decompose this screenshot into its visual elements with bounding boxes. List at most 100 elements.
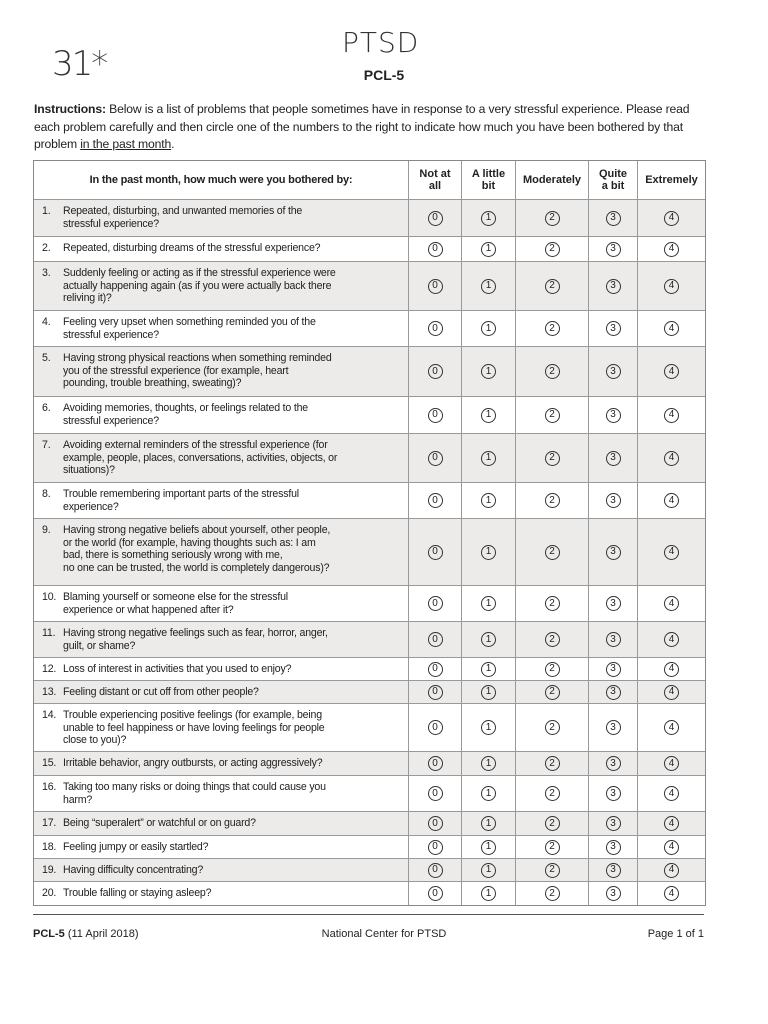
rating-option-0[interactable]: 0 xyxy=(427,839,443,855)
rating-option-4[interactable]: 4 xyxy=(664,839,679,855)
rating-option-0[interactable]: 0 xyxy=(427,278,443,294)
rating-option-1[interactable]: 1 xyxy=(481,786,496,801)
rating-option-3[interactable]: 3 xyxy=(605,596,621,611)
rating-option-0[interactable]: 0 xyxy=(427,450,443,466)
rating-option-1[interactable]: 1 xyxy=(481,321,496,336)
rating-option-1[interactable]: 1 xyxy=(481,684,496,700)
rating-option-1[interactable]: 1 xyxy=(481,720,496,735)
rating-option-2[interactable]: 2 xyxy=(544,632,560,647)
rating-option-4[interactable]: 4 xyxy=(664,786,679,801)
rating-option-2[interactable]: 2 xyxy=(544,756,560,771)
rating-option-1[interactable]: 1 xyxy=(481,407,496,423)
rating-option-1[interactable]: 1 xyxy=(481,816,496,831)
rating-option-0[interactable]: 0 xyxy=(427,661,443,677)
rating-option-0[interactable]: 0 xyxy=(427,407,443,423)
rating-option-0[interactable]: 0 xyxy=(427,210,443,226)
rating-option-2[interactable]: 2 xyxy=(544,407,560,423)
rating-option-4[interactable]: 4 xyxy=(664,364,679,379)
rating-option-0[interactable]: 0 xyxy=(427,862,443,878)
rating-option-3[interactable]: 3 xyxy=(605,756,621,771)
rating-option-3[interactable]: 3 xyxy=(605,493,621,508)
rating-option-3[interactable]: 3 xyxy=(605,886,621,901)
rating-option-3[interactable]: 3 xyxy=(605,816,621,831)
rating-option-4[interactable]: 4 xyxy=(664,720,679,735)
rating-option-4[interactable]: 4 xyxy=(664,632,679,647)
rating-option-2[interactable]: 2 xyxy=(544,661,560,677)
rating-option-1[interactable]: 1 xyxy=(481,862,496,878)
rating-option-2[interactable]: 2 xyxy=(544,720,560,735)
rating-option-3[interactable]: 3 xyxy=(605,786,621,801)
rating-option-2[interactable]: 2 xyxy=(544,450,560,466)
rating-option-3[interactable]: 3 xyxy=(605,321,621,336)
rating-option-2[interactable]: 2 xyxy=(544,886,560,901)
rating-option-4[interactable]: 4 xyxy=(664,241,679,257)
rating-option-2[interactable]: 2 xyxy=(544,684,560,700)
rating-option-3[interactable]: 3 xyxy=(605,661,621,677)
rating-option-4[interactable]: 4 xyxy=(664,493,679,508)
rating-option-3[interactable]: 3 xyxy=(605,450,621,466)
rating-option-0[interactable]: 0 xyxy=(427,493,443,508)
rating-option-2[interactable]: 2 xyxy=(544,278,560,294)
rating-option-4[interactable]: 4 xyxy=(664,544,679,560)
rating-option-1[interactable]: 1 xyxy=(481,661,496,677)
rating-option-2[interactable]: 2 xyxy=(544,321,560,336)
rating-option-0[interactable]: 0 xyxy=(427,544,443,560)
rating-option-3[interactable]: 3 xyxy=(605,210,621,226)
rating-option-0[interactable]: 0 xyxy=(427,886,443,901)
rating-option-3[interactable]: 3 xyxy=(605,720,621,735)
rating-option-0[interactable]: 0 xyxy=(427,786,443,801)
rating-option-2[interactable]: 2 xyxy=(544,786,560,801)
rating-option-3[interactable]: 3 xyxy=(605,862,621,878)
rating-option-4[interactable]: 4 xyxy=(664,886,679,901)
rating-option-2[interactable]: 2 xyxy=(544,210,560,226)
rating-option-3[interactable]: 3 xyxy=(605,684,621,700)
rating-option-4[interactable]: 4 xyxy=(664,210,679,226)
rating-option-1[interactable]: 1 xyxy=(481,839,496,855)
rating-option-0[interactable]: 0 xyxy=(427,596,443,611)
rating-option-1[interactable]: 1 xyxy=(481,450,496,466)
rating-option-4[interactable]: 4 xyxy=(664,862,679,878)
rating-option-2[interactable]: 2 xyxy=(544,493,560,508)
rating-option-1[interactable]: 1 xyxy=(481,241,496,257)
rating-option-3[interactable]: 3 xyxy=(605,407,621,423)
rating-option-3[interactable]: 3 xyxy=(605,364,621,379)
rating-option-4[interactable]: 4 xyxy=(664,278,679,294)
rating-option-3[interactable]: 3 xyxy=(605,241,621,257)
rating-option-4[interactable]: 4 xyxy=(664,661,679,677)
rating-option-1[interactable]: 1 xyxy=(481,278,496,294)
rating-option-2[interactable]: 2 xyxy=(544,596,560,611)
rating-option-2[interactable]: 2 xyxy=(544,816,560,831)
rating-option-0[interactable]: 0 xyxy=(427,720,443,735)
rating-option-4[interactable]: 4 xyxy=(664,816,679,831)
rating-option-3[interactable]: 3 xyxy=(605,544,621,560)
rating-option-1[interactable]: 1 xyxy=(481,364,496,379)
rating-option-2[interactable]: 2 xyxy=(544,364,560,379)
rating-option-2[interactable]: 2 xyxy=(544,862,560,878)
rating-option-3[interactable]: 3 xyxy=(605,632,621,647)
rating-option-4[interactable]: 4 xyxy=(664,407,679,423)
rating-option-0[interactable]: 0 xyxy=(427,816,443,831)
rating-option-3[interactable]: 3 xyxy=(605,839,621,855)
rating-option-0[interactable]: 0 xyxy=(427,321,443,336)
rating-option-0[interactable]: 0 xyxy=(427,632,443,647)
rating-option-3[interactable]: 3 xyxy=(605,278,621,294)
rating-option-1[interactable]: 1 xyxy=(481,632,496,647)
rating-option-0[interactable]: 0 xyxy=(427,684,443,700)
rating-option-4[interactable]: 4 xyxy=(664,684,679,700)
rating-option-0[interactable]: 0 xyxy=(427,364,443,379)
rating-option-4[interactable]: 4 xyxy=(664,450,679,466)
rating-option-0[interactable]: 0 xyxy=(427,756,443,771)
rating-option-1[interactable]: 1 xyxy=(481,886,496,901)
rating-option-1[interactable]: 1 xyxy=(481,493,496,508)
rating-option-2[interactable]: 2 xyxy=(544,544,560,560)
rating-option-1[interactable]: 1 xyxy=(481,756,496,771)
rating-option-1[interactable]: 1 xyxy=(481,544,496,560)
rating-option-4[interactable]: 4 xyxy=(664,756,679,771)
rating-option-4[interactable]: 4 xyxy=(664,321,679,336)
rating-option-0[interactable]: 0 xyxy=(427,241,443,257)
rating-option-1[interactable]: 1 xyxy=(481,210,496,226)
rating-option-1[interactable]: 1 xyxy=(481,596,496,611)
rating-option-4[interactable]: 4 xyxy=(664,596,679,611)
rating-option-2[interactable]: 2 xyxy=(544,241,560,257)
rating-option-2[interactable]: 2 xyxy=(544,839,560,855)
